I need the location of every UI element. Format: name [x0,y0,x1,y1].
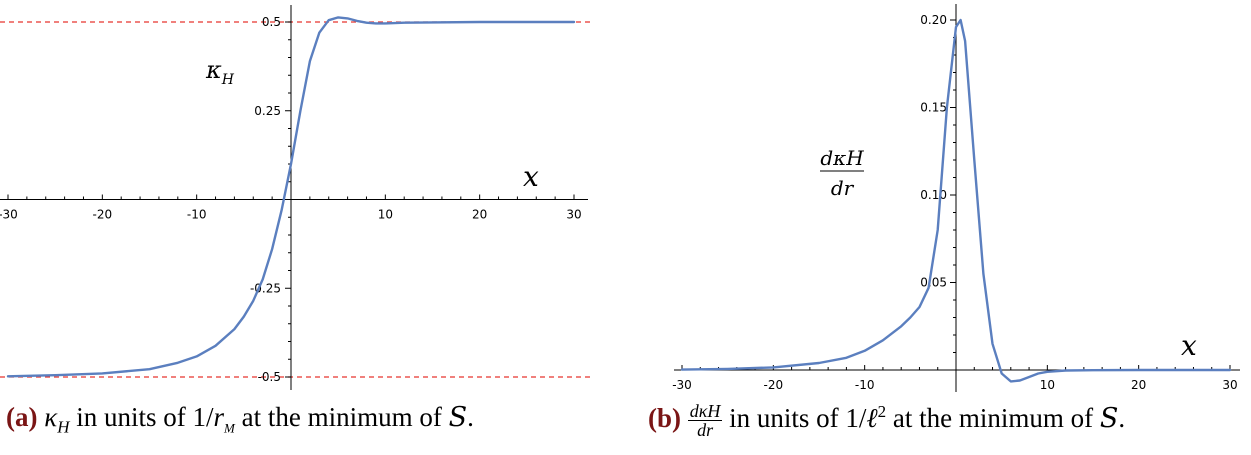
x-tick-label: -20 [764,378,784,392]
caption-S: S [448,402,468,433]
caption-label: (a) [6,402,38,432]
caption-fraction: dκH dr [687,401,723,441]
x-tick-label: 10 [378,208,393,222]
y-tick-label: -0.5 [258,370,281,384]
ticks: -30 -20 -10 10 20 30 0.20 0.15 0.10 0.05 [672,13,1237,392]
series-group [680,18,1232,383]
y-tick-label: 0.25 [254,104,281,118]
x-tick-label: -10 [187,208,207,222]
x-tick-label: 30 [1222,378,1237,392]
caption-text1: in units of 1/ [722,403,867,433]
caption-r-sub: M [224,420,235,436]
y-tick-label: 0.05 [920,276,947,290]
x-tick-label: -20 [93,208,113,222]
y-axis-label-sub: H [221,72,235,88]
caption-text2: at the minimum of [234,402,449,432]
y-label-numerator: dκH [820,146,864,170]
caption-fraction-den: dr [697,420,714,441]
series-group [6,16,576,378]
x-tick-label: 20 [1131,378,1146,392]
series-line-0 [6,16,576,378]
x-tick-label: -10 [855,378,875,392]
caption-a: (a) κH in units of 1/rM at the minimum o… [6,402,474,437]
caption-text2: at the minimum of [886,403,1100,433]
caption-kappa: κ [44,402,58,432]
caption-ell: ℓ [866,403,878,433]
chart-kappa-h: -30 -20 -10 10 20 30 0.5 0.25 -0.25 -0.5 κH x [0,5,590,390]
x-tick-label: 10 [1040,378,1055,392]
axes [0,5,588,390]
y-tick-label: 0.10 [920,188,947,202]
series-line-0 [680,18,1232,383]
caption-sup: 2 [877,402,887,421]
caption-end: . [1118,403,1126,433]
y-label-denominator: dr [831,176,855,200]
x-tick-label: 30 [566,208,581,222]
x-tick-label: -30 [0,208,18,222]
caption-end: . [467,402,474,432]
x-axis-label: x [1181,329,1197,362]
caption-r: r [213,402,225,432]
y-tick-label: 0.15 [920,101,947,115]
x-tick-label: -30 [672,378,692,392]
caption-label: (b) [648,403,681,433]
x-tick-label: 20 [472,208,487,222]
caption-kappa-sub: H [57,417,70,437]
ticks: -30 -20 -10 10 20 30 0.5 0.25 -0.25 -0.5 [0,15,582,384]
caption-b: (b) dκH dr in units of 1/ℓ2 at the minimu… [648,402,1125,439]
x-axis-label: x [523,160,539,193]
chart-dkappa-h-dr: -30 -20 -10 10 20 30 0.20 0.15 0.10 0.05 dκH dr x [672,4,1240,392]
caption-text1: in units of 1/ [69,402,214,432]
y-tick-label: 0.5 [262,15,281,29]
y-tick-label: -0.25 [250,281,281,295]
y-axis-label: dκH dr [820,146,864,200]
y-tick-label: 0.20 [920,13,947,27]
y-axis-label: κH [205,56,235,88]
axes [674,4,1240,392]
caption-S: S [1099,403,1119,434]
caption-fraction-num: dκH [687,401,723,422]
